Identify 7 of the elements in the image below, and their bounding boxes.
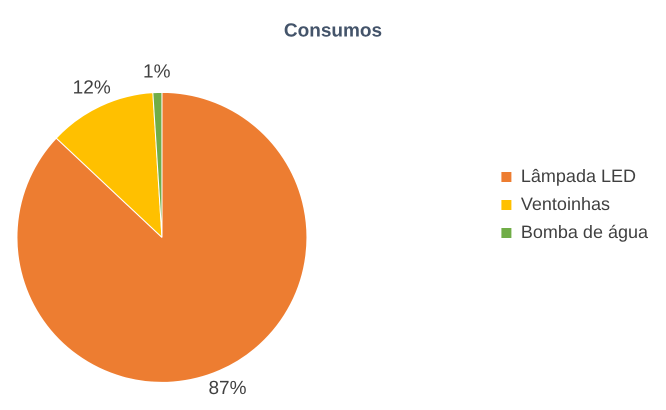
- legend-label: Ventoinhas: [520, 194, 610, 214]
- legend-label: Bomba de água: [520, 222, 649, 242]
- chart-title: Consumos: [284, 20, 382, 42]
- legend-label: Lâmpada LED: [520, 166, 636, 186]
- data-label: 12%: [72, 77, 111, 98]
- data-label: 87%: [208, 378, 247, 400]
- data-label: 1%: [143, 62, 171, 83]
